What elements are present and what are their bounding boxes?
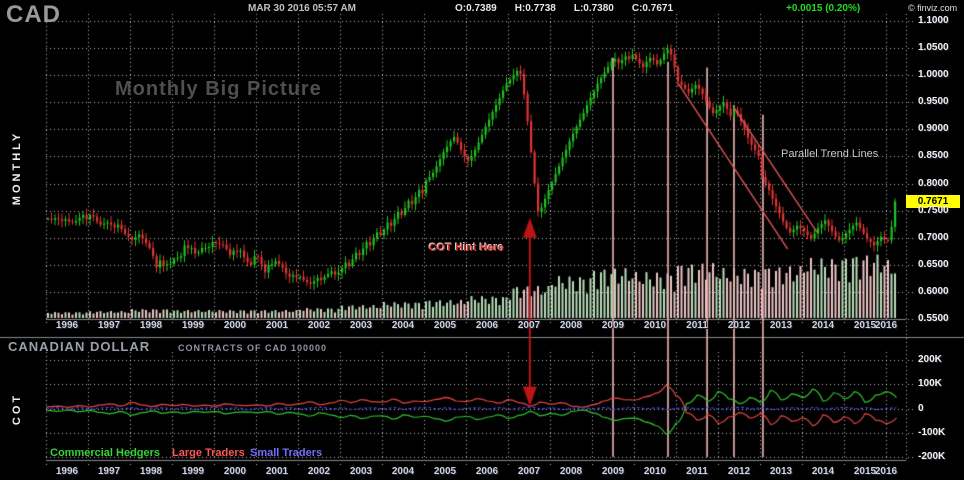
year-label: 2012 [727, 466, 751, 477]
year-label: 2009 [601, 466, 625, 477]
year-label: 2001 [265, 466, 289, 477]
year-label: 2007 [517, 466, 541, 477]
year-label: 2000 [223, 466, 247, 477]
year-label: 2003 [349, 466, 373, 477]
legend-item: Large Traders [172, 447, 245, 459]
price-tick-label: 1.0500 [918, 42, 949, 54]
year-label: 1998 [139, 320, 163, 331]
open-value: O:0.7389 [455, 3, 497, 14]
price-tick-label: 0.6500 [918, 258, 949, 270]
cot-tick-label: 0 [918, 402, 924, 414]
year-label: 2002 [307, 466, 331, 477]
year-label: 2005 [433, 320, 457, 331]
year-label: 2003 [349, 320, 373, 331]
symbol-title: CAD [6, 1, 61, 28]
legend-item: Small Traders [250, 447, 323, 459]
legend-item: Commercial Hedgers [50, 447, 161, 459]
cot-panel-label: COT [11, 392, 23, 426]
year-label: 2011 [686, 320, 708, 331]
year-label: 2006 [475, 320, 499, 331]
finviz-link[interactable]: © finviz.com [908, 3, 958, 13]
close-value: C:0.7671 [631, 3, 674, 14]
parallel-trend-lines-label: Parallel Trend Lines [781, 148, 879, 160]
contract-spec: CONTRACTS OF CAD 100000 [178, 343, 328, 353]
year-label: 2004 [391, 320, 415, 331]
year-label: 2008 [559, 466, 583, 477]
cot-hint-label: COT Hint Here [429, 242, 505, 254]
price-tick-label: 0.7500 [918, 204, 949, 216]
year-label: 2013 [769, 320, 793, 331]
year-label: 2008 [559, 320, 583, 331]
year-label: 2005 [433, 466, 457, 477]
change-value: +0.0015 (0.20%) [786, 3, 861, 14]
year-label: 2010 [643, 466, 667, 477]
year-label: 2010 [643, 320, 667, 331]
monthly-panel-label: MONTHLY [11, 130, 23, 206]
year-label: 2002 [307, 320, 331, 331]
price-tick-label: 0.6000 [918, 285, 949, 297]
year-label: 1998 [139, 466, 163, 477]
year-label: 2004 [391, 466, 415, 477]
year-label: 2014 [811, 320, 835, 331]
year-label: 2012 [727, 320, 751, 331]
price-tick-label: 0.8000 [918, 177, 949, 189]
year-label: 2013 [769, 466, 793, 477]
price-tick-label: 0.7000 [918, 231, 949, 243]
quote-datetime: MAR 30 2016 05:57 AM [248, 3, 357, 14]
year-label: 2001 [265, 320, 289, 331]
year-label: 1996 [55, 320, 79, 331]
year-label: 1997 [97, 320, 121, 331]
price-tick-label: 1.1000 [918, 15, 949, 26]
cot-tick-label: 100K [918, 378, 942, 390]
ohlc-readout: O:0.7389 H:0.7738 L:0.7380 C:0.7671 [455, 3, 673, 14]
last-price-badge: 0.7671 [906, 195, 960, 208]
price-tick-label: 0.8500 [918, 150, 949, 162]
year-label: 2016 [874, 320, 898, 331]
cot-tick-label: 200K [918, 354, 942, 365]
chart-watermark: Monthly Big Picture [115, 78, 322, 100]
year-label: 2009 [601, 320, 625, 331]
year-label: 2016 [874, 466, 898, 477]
instrument-name: CANADIAN DOLLAR [8, 339, 151, 354]
price-tick-label: 0.9500 [918, 96, 949, 108]
year-label: 2006 [475, 466, 499, 477]
year-label: 1997 [97, 466, 121, 477]
year-label: 2000 [223, 320, 247, 331]
low-value: L:0.7380 [573, 3, 614, 14]
year-label: 2015 [853, 320, 877, 331]
year-label: 2015 [853, 466, 877, 477]
year-label: 1996 [55, 466, 79, 477]
price-tick-label: 0.5500 [918, 313, 949, 324]
cot-tick-label: -100K [918, 426, 946, 438]
year-label: 2011 [686, 466, 708, 477]
cot-tick-label: -200K [918, 451, 946, 462]
year-label: 1999 [181, 466, 205, 477]
year-label: 2007 [517, 320, 541, 331]
price-tick-label: 0.9000 [918, 123, 949, 135]
high-value: H:0.7738 [514, 3, 556, 14]
year-label: 1999 [181, 320, 205, 331]
price-tick-label: 1.0000 [918, 69, 949, 81]
year-label: 2014 [811, 466, 835, 477]
